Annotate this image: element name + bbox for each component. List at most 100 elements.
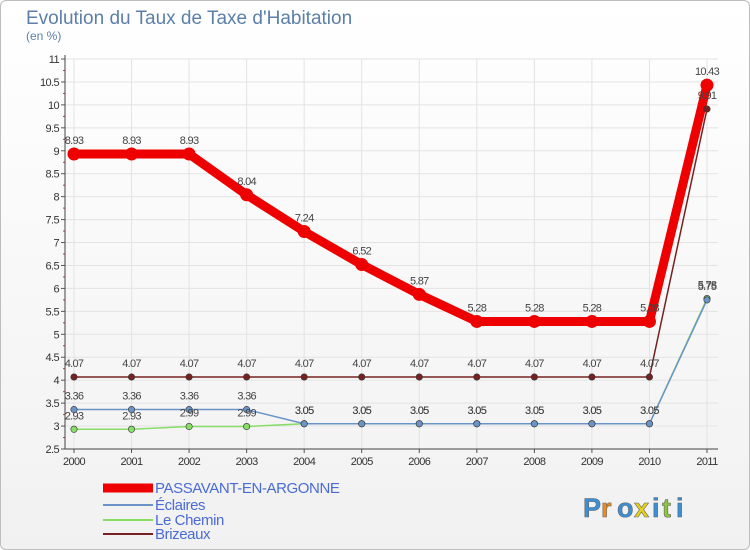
data-point	[527, 314, 541, 328]
logo-letter: t	[662, 493, 671, 523]
data-label: 3.05	[352, 405, 371, 417]
data-point	[588, 373, 596, 381]
data-label: 4.07	[640, 358, 659, 370]
data-label: 7.24	[295, 213, 314, 225]
y-tick-label: 9	[53, 146, 59, 158]
data-label: 3.05	[583, 405, 602, 417]
y-tick-label: 2.5	[46, 444, 60, 456]
data-labels: 8.93 8.93 8.93 8.04 7.24 6.52 5.87 5.28 5.28 5.28…	[65, 66, 721, 422]
y-tick-label: 9.5	[46, 123, 60, 135]
logo-letter: i	[652, 493, 660, 523]
data-label: 3.05	[295, 405, 314, 417]
y-tick-label: 5	[53, 329, 59, 341]
y-tick-label: 7	[53, 238, 59, 250]
data-label: 3.05	[525, 405, 544, 417]
data-point	[182, 147, 196, 161]
logo-letter: i	[676, 493, 684, 523]
chart-title: Evolution du Taux de Taxe d'Habitation	[26, 8, 352, 29]
data-label: 3.36	[122, 391, 141, 403]
x-tick-label: 2011	[696, 456, 718, 468]
x-tick-label: 2008	[523, 456, 546, 468]
logo-letter: P	[583, 493, 601, 523]
data-label: 4.07	[352, 358, 371, 370]
data-point	[355, 258, 369, 272]
y-tick-label: 6	[53, 283, 59, 295]
series-line-3	[73, 108, 708, 378]
data-label: 3.05	[468, 405, 487, 417]
data-point	[128, 425, 136, 433]
data-label: 5.78	[698, 280, 717, 292]
y-tick-label: 3	[53, 421, 59, 433]
data-label: 4.07	[65, 358, 84, 370]
data-point	[358, 373, 366, 381]
data-point	[415, 420, 423, 428]
grid	[65, 58, 718, 450]
data-label: 6.52	[352, 246, 371, 258]
data-label: 3.36	[237, 391, 256, 403]
data-point	[243, 406, 251, 414]
data-label: 3.05	[410, 405, 429, 417]
data-label: 3.05	[295, 405, 314, 417]
y-tick-label: 11	[49, 54, 60, 66]
data-point	[703, 296, 711, 304]
legend-label: Le Chemin	[155, 512, 224, 529]
data-point	[128, 373, 136, 381]
series-lines	[69, 80, 712, 431]
data-point	[588, 420, 596, 428]
data-label: 10.43	[695, 66, 720, 78]
series-line-1	[73, 299, 708, 425]
data-label: 3.36	[65, 391, 84, 403]
data-label: 8.04	[237, 176, 256, 188]
y-tick-label: 10	[48, 100, 60, 112]
data-label: 5.28	[525, 302, 544, 314]
data-point	[297, 225, 311, 239]
data-label: 3.36	[180, 391, 199, 403]
x-tick-label: 2005	[351, 456, 374, 468]
data-label: 3.05	[640, 405, 659, 417]
data-label: 3.05	[468, 405, 487, 417]
data-label: 9.91	[698, 90, 717, 102]
data-label: 2.93	[65, 410, 84, 422]
data-label: 4.07	[122, 358, 141, 370]
data-point	[70, 373, 78, 381]
x-tick-label: 2004	[293, 456, 316, 468]
data-label: 4.07	[525, 358, 544, 370]
data-point	[185, 406, 193, 414]
data-label: 5.28	[468, 302, 487, 314]
y-tick-label: 8	[53, 192, 59, 204]
data-label: 3.05	[583, 405, 602, 417]
data-point	[645, 420, 653, 428]
y-tick-label: 7.5	[46, 215, 60, 227]
data-label: 4.07	[180, 358, 199, 370]
data-point	[703, 105, 711, 113]
data-label: 8.93	[65, 135, 84, 147]
data-point	[412, 287, 426, 301]
x-axis-labels: 2000 2001 2002 2003 2004 2005 2006 2007 2008 2009…	[63, 456, 719, 468]
logo-letter: o	[617, 493, 634, 523]
y-tick-label: 10.5	[40, 77, 59, 89]
y-tick-label: 8.5	[46, 169, 60, 181]
data-point	[473, 420, 481, 428]
x-tick-label: 2000	[63, 456, 86, 468]
data-point	[530, 373, 538, 381]
data-label: 5.28	[583, 302, 602, 314]
x-tick-label: 2007	[466, 456, 489, 468]
data-point	[645, 373, 653, 381]
legend-label: PASSAVANT-EN-ARGONNE	[155, 480, 340, 497]
data-point	[415, 373, 423, 381]
y-tick-label: 5.5	[46, 306, 60, 318]
data-point	[128, 406, 136, 414]
data-point	[530, 420, 538, 428]
data-point	[185, 423, 193, 431]
y-tick-label: 3.5	[46, 398, 60, 410]
data-point	[185, 373, 193, 381]
data-label: 8.93	[180, 135, 199, 147]
series-line-0	[69, 80, 712, 326]
data-point	[243, 373, 251, 381]
data-point	[700, 78, 714, 92]
y-tick-label: 4.5	[46, 352, 60, 364]
data-label: 4.07	[410, 358, 429, 370]
